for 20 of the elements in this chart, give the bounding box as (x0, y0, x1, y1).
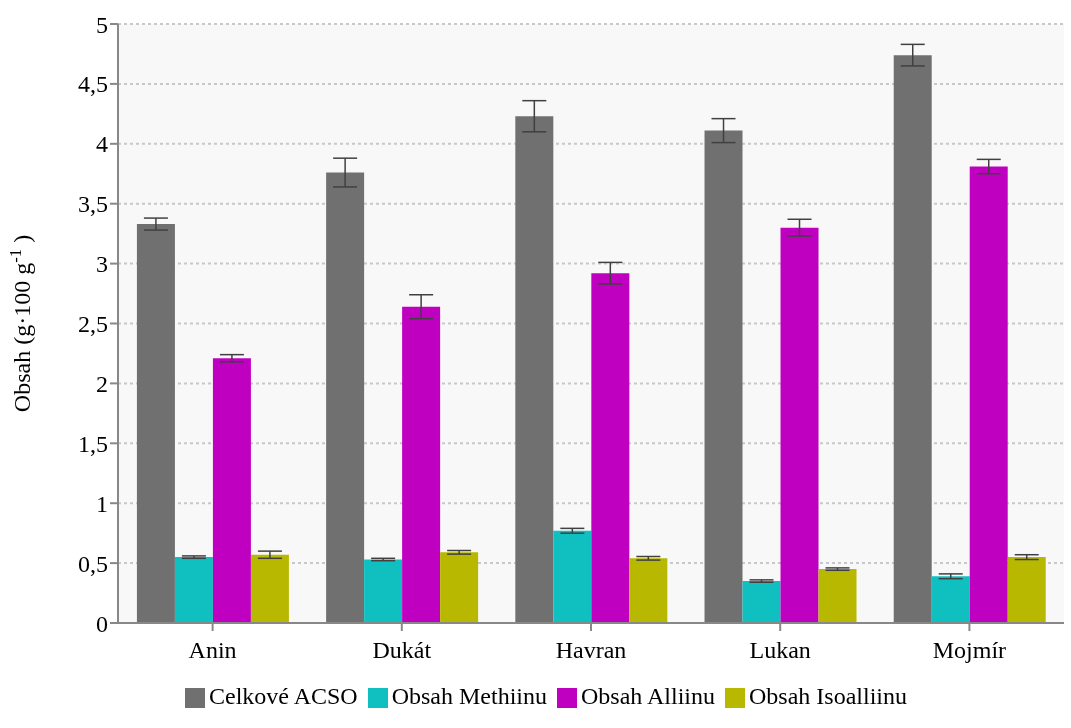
y-tick-label: 5 (96, 11, 108, 38)
x-tick-label: Lukan (749, 637, 811, 664)
y-tick-label: 2 (96, 370, 108, 397)
x-tick-label: Havran (555, 637, 627, 664)
y-tick-label: 1 (96, 490, 108, 517)
x-tick-label: Anin (188, 637, 237, 664)
legend-label: Celkové ACSO (208, 683, 358, 709)
y-tick-label: 3 (96, 251, 108, 278)
y-tick-label: 3,5 (78, 191, 108, 218)
y-tick-label: 0,5 (78, 550, 108, 577)
x-tick-label: Mojmír (932, 637, 1007, 664)
y-tick-label: 4,5 (78, 71, 108, 98)
legend-label: Obsah Alliinu (581, 683, 716, 709)
x-tick-label: Dukát (372, 637, 432, 664)
y-tick-label: 0 (96, 610, 108, 637)
y-tick-label: 1,5 (78, 430, 108, 457)
legend-label: Obsah Isoalliinu (749, 683, 907, 709)
legend-label: Obsah Methiinu (391, 683, 547, 709)
y-tick-label: 2,5 (78, 311, 108, 338)
y-tick-label: 4 (96, 131, 108, 158)
